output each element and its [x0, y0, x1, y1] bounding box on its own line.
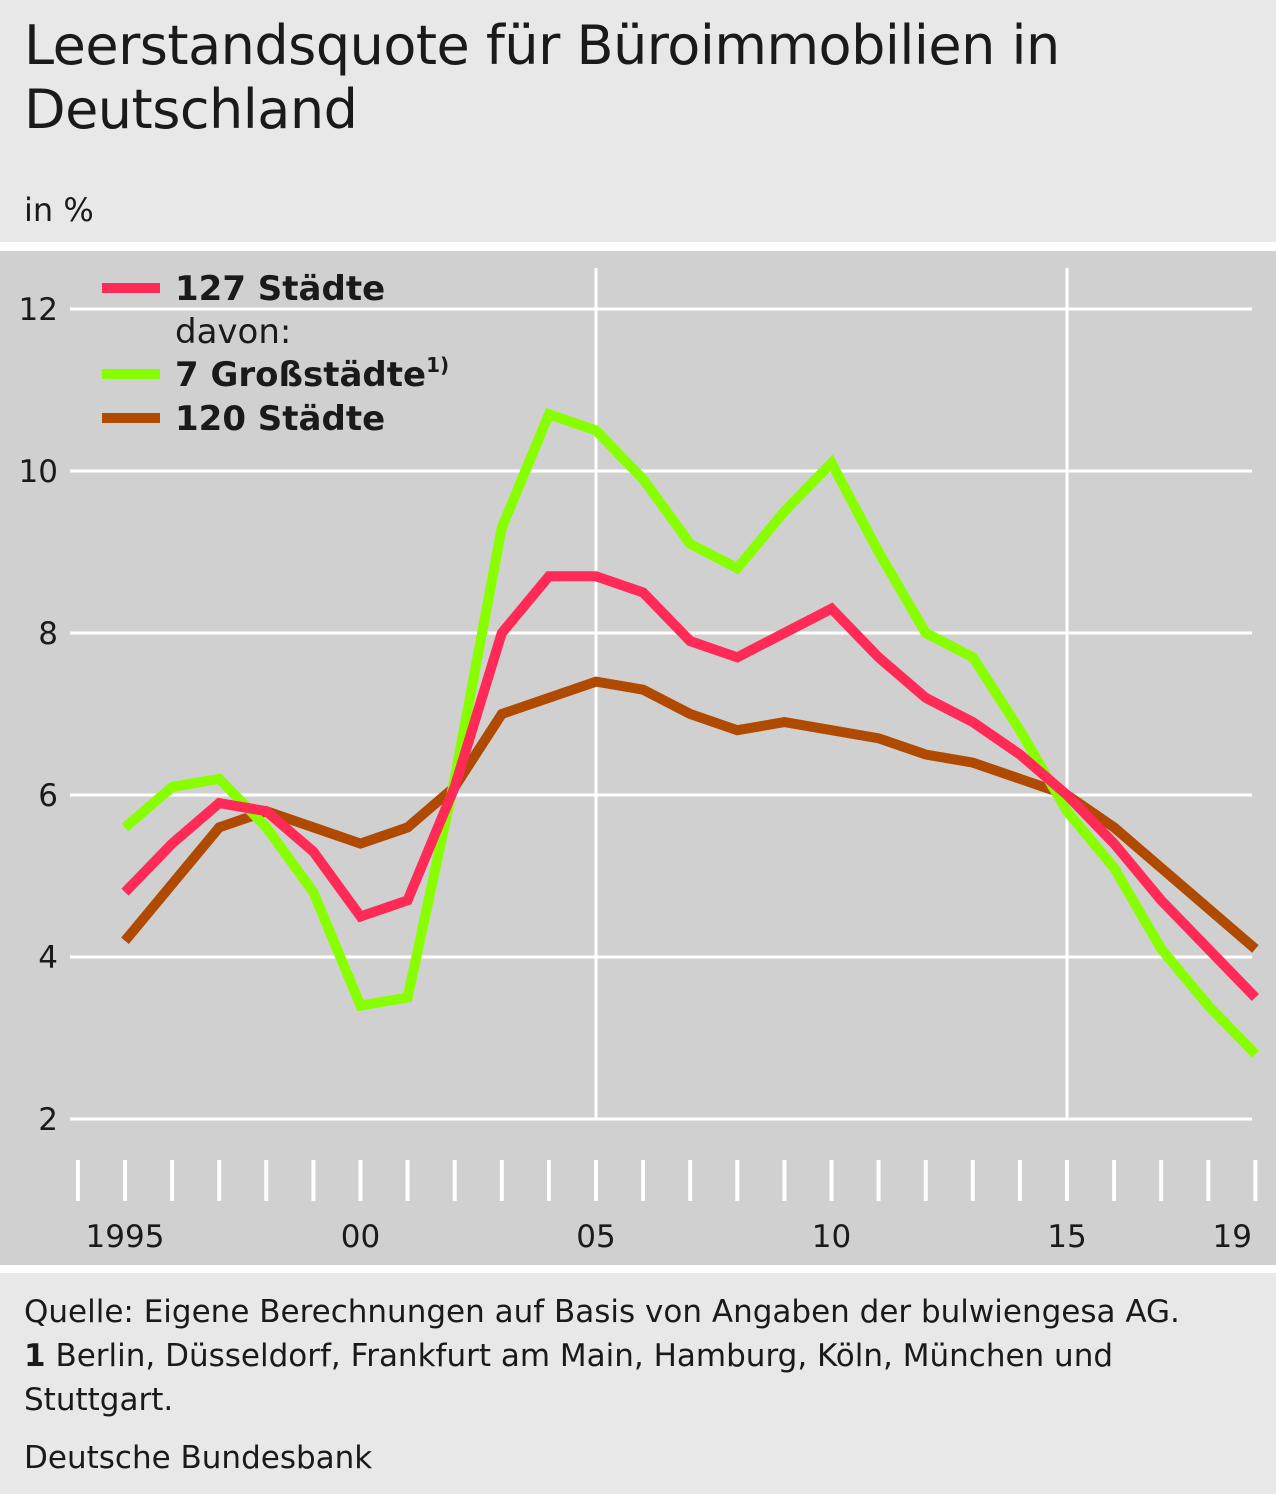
x-tick-label-05: 05 [576, 1219, 615, 1255]
y-tick-label-4: 4 [38, 940, 58, 976]
legend-label-0: 127 Städte [175, 269, 385, 309]
x-axis-tick-labels: 1995 00 05 10 15 19 [86, 1219, 1252, 1255]
y-unit-label: in % [24, 191, 94, 229]
y-tick-label-2: 2 [38, 1102, 58, 1138]
footnote: 1 Berlin, Düsseldorf, Frankfurt am Main,… [24, 1334, 1252, 1422]
x-axis-ticks [75, 1160, 1258, 1201]
legend-subheading: davon: [175, 312, 291, 352]
footer: Quelle: Eigene Berechnungen auf Basis vo… [24, 1290, 1252, 1480]
y-tick-label-8: 8 [38, 616, 58, 652]
plot-area-background [0, 251, 1276, 1265]
y-tick-label-10: 10 [19, 454, 58, 490]
x-tick-label-15: 15 [1047, 1219, 1086, 1255]
x-tick-label-19: 19 [1213, 1219, 1252, 1255]
series-line-2 [121, 408, 1259, 1058]
x-tick-label-1995: 1995 [86, 1219, 165, 1255]
footer-divider [0, 1265, 1276, 1273]
source-note: Quelle: Eigene Berechnungen auf Basis vo… [24, 1294, 1180, 1330]
chart-title: Leerstandsquote für Büroimmobilien in De… [24, 14, 1060, 141]
x-tick-label-00: 00 [341, 1219, 380, 1255]
y-axis-tick-labels: 2 4 6 8 10 12 [19, 292, 58, 1138]
y-tick-label-6: 6 [38, 778, 58, 814]
footnote-number: 1 [24, 1338, 46, 1374]
header-divider [0, 242, 1276, 251]
legend-label-2: 7 Großstädte1) [175, 353, 449, 395]
publisher: Deutsche Bundesbank [24, 1440, 373, 1476]
legend-footnote-marker: 1) [426, 353, 449, 377]
series-lines [121, 408, 1259, 1058]
footnote-text: Berlin, Düsseldorf, Frankfurt am Main, H… [24, 1338, 1114, 1418]
y-tick-label-12: 12 [19, 292, 58, 328]
x-tick-label-10: 10 [812, 1219, 851, 1255]
legend-label-3: 120 Städte [175, 399, 385, 439]
series-line-1 [121, 571, 1259, 1001]
